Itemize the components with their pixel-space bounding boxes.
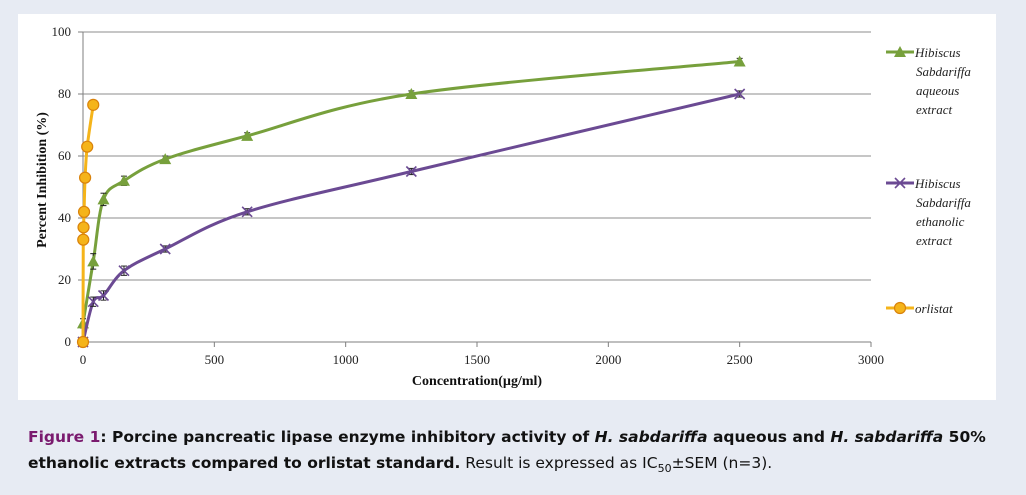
caption-bold-b: aqueous and [707,428,831,446]
y-tick-label: 20 [58,272,71,287]
x-tick-label: 2500 [727,352,753,367]
caption-colon: : [100,428,112,446]
x-axis-title: Concentration(µg/ml) [412,374,542,389]
chart-panel: 0 20 40 60 80 100 0 500 1000 1500 2000 2500 3000 Hib… [18,14,996,400]
x-tick-label: 500 [205,352,225,367]
legend-label: Hibiscus [914,176,961,191]
data-point [77,221,90,234]
data-point [734,88,746,100]
legend-entry-0: Hibiscus Sabdariffa aqueous extract [886,45,971,117]
caption-normal-b: ±SEM (n=3). [671,454,773,472]
x-tick-label: 1500 [464,352,490,367]
legend-marker [894,46,906,57]
x-tick-label: 1000 [333,352,359,367]
figure-caption: Figure 1: Porcine pancreatic lipase enzy… [28,424,1008,482]
y-tick-label: 40 [58,210,71,225]
legend-marker [894,177,906,189]
caption-bold-c: 50% ethanolic extracts compared to orlis… [28,428,986,472]
series-0 [77,55,746,329]
caption-label: Figure 1 [28,428,101,446]
legend-label: extract [916,233,952,248]
data-point [87,255,100,267]
data-point [241,206,253,218]
legend-marker [893,301,907,315]
data-point [76,335,90,349]
y-tick-label: 100 [52,24,72,39]
y-tick-label: 80 [58,86,71,101]
legend-entry-1: Hibiscus Sabdariffa ethanolic extract [886,176,971,248]
data-point [241,129,254,141]
data-point [117,174,130,186]
y-axis-title: Percent Inhibition (%) [35,112,50,248]
data-point [405,165,417,178]
legend-label: aqueous [916,83,959,98]
caption-subscript: 50 [657,462,672,476]
legend-label: Sabdariffa [916,195,971,210]
series-layer [76,55,746,349]
data-point [159,243,171,255]
x-tick-label: 0 [80,352,87,367]
legend: HibiscusSabdariffaaqueousextractHibiscus… [886,45,971,316]
series-2 [76,98,100,349]
data-point [87,296,99,308]
caption-normal-a: Result is expressed as IC [460,454,658,472]
data-point [118,265,130,277]
data-point [87,98,100,111]
data-point [159,153,172,165]
x-tick-label: 3000 [858,352,884,367]
legend-label: extract [916,102,952,117]
data-point [405,88,418,99]
caption-species-a: H. sabdariffa [594,428,708,446]
legend-label: ethanolic [916,214,965,229]
caption-species-b: H. sabdariffa [830,428,944,446]
y-tick-label: 0 [65,334,72,349]
legend-label: Sabdariffa [916,64,971,79]
data-point [81,140,94,153]
legend-label: orlistat [915,301,953,316]
data-point [77,233,90,246]
data-point [97,193,110,205]
caption-bold-a: Porcine pancreatic lipase enzyme inhibit… [111,428,595,446]
legend-label: Hibiscus [914,45,961,60]
data-point [77,205,91,218]
y-tick-label: 60 [58,148,71,163]
x-tick-label: 2000 [595,352,621,367]
legend-entry-2: orlistat [886,301,953,316]
data-point [733,55,746,67]
data-point [97,289,110,302]
series-line [81,59,740,324]
data-point [79,171,92,184]
